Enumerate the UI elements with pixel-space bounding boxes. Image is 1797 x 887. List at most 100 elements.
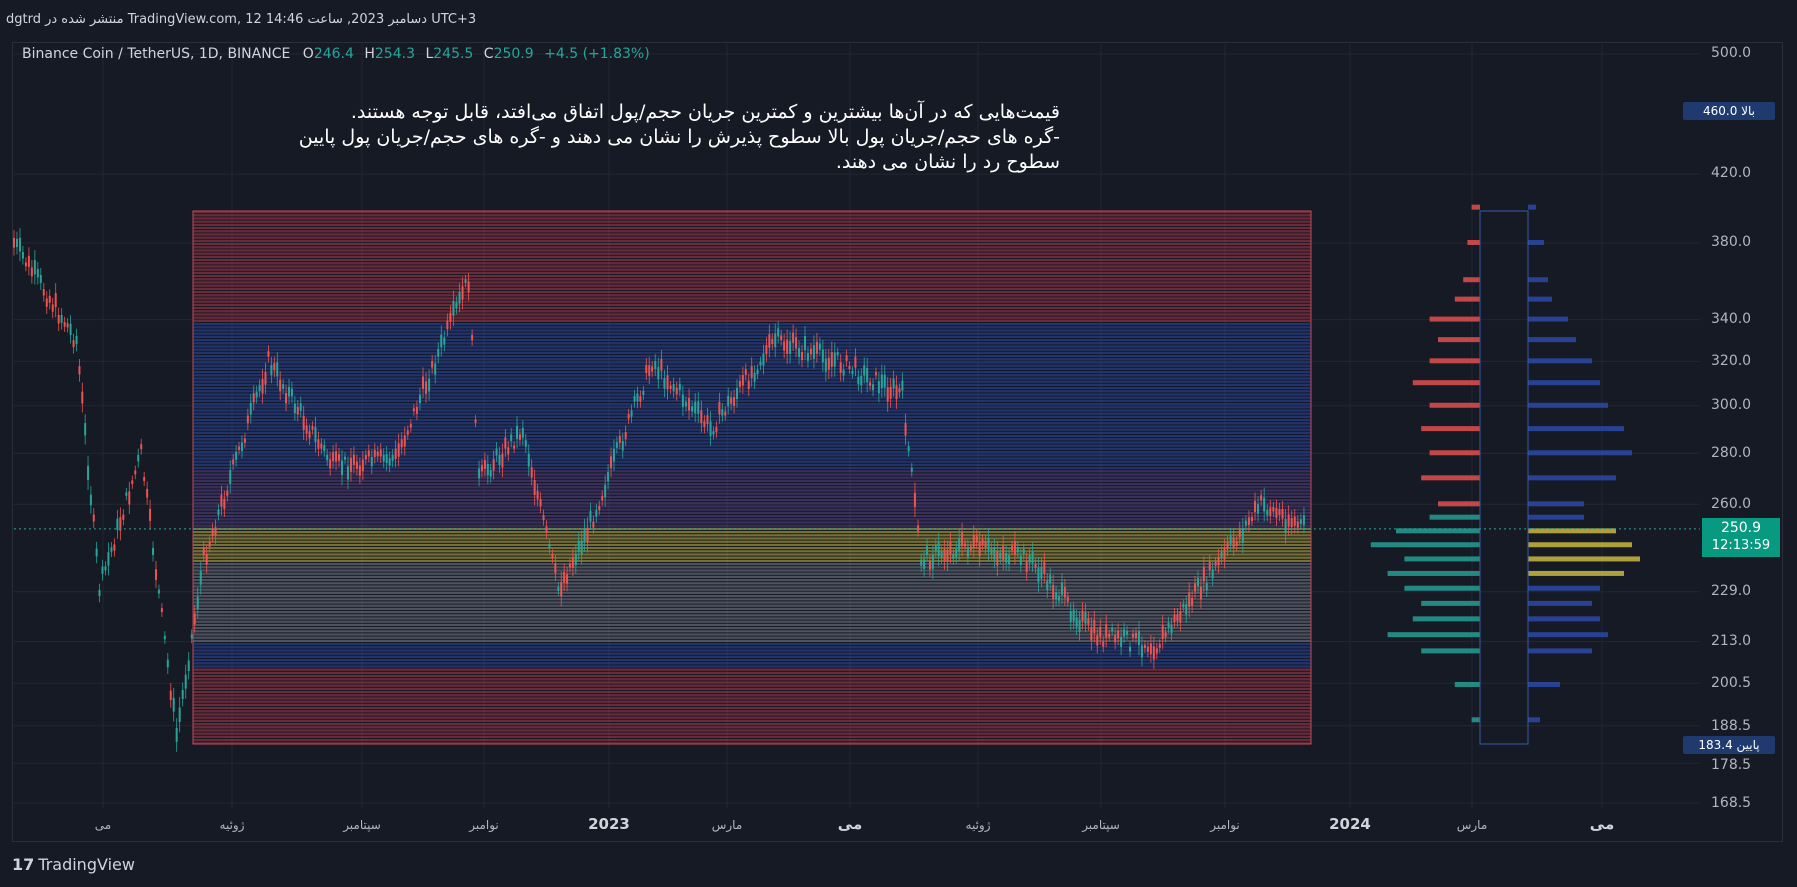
candle-body: [548, 543, 551, 549]
candle-body: [1043, 561, 1046, 575]
candle-body: [750, 366, 753, 378]
y-tick: 320.0: [1711, 353, 1752, 369]
chart-frame[interactable]: [12, 42, 1783, 842]
range-band: [193, 566, 1311, 569]
candle-body: [352, 454, 355, 465]
candle-body: [889, 386, 892, 399]
candle-body: [1158, 644, 1161, 648]
volume-bar-left: [1471, 204, 1480, 210]
candle-body: [317, 439, 320, 449]
symbol-name[interactable]: Binance Coin / TetherUS, 1D, BINANCE: [22, 46, 291, 62]
candle-body: [1111, 627, 1114, 632]
candle-body: [877, 381, 880, 394]
candle-body: [1211, 569, 1214, 579]
volume-bar-left: [1421, 426, 1480, 432]
range-band: [193, 447, 1311, 450]
candle-body: [583, 528, 586, 542]
candle-body: [296, 406, 299, 415]
range-band: [193, 508, 1311, 511]
candle-body: [990, 548, 993, 555]
candle-body: [403, 435, 406, 447]
range-band: [193, 579, 1311, 582]
candle-body: [264, 372, 267, 385]
candle-body: [1235, 541, 1238, 547]
candle-body: [1238, 528, 1241, 538]
range-band: [193, 444, 1311, 447]
candle-body: [830, 352, 833, 367]
candle-body: [1123, 629, 1126, 637]
candle-body: [1114, 635, 1117, 643]
range-band: [193, 630, 1311, 633]
candle-body: [1005, 553, 1008, 563]
candle-body: [1296, 521, 1299, 528]
range-band: [193, 675, 1311, 678]
candle-body: [57, 314, 60, 324]
candle-body: [681, 394, 684, 407]
candle-body: [329, 459, 332, 469]
candle-body: [458, 291, 461, 304]
candle-body: [654, 361, 657, 370]
range-band: [193, 223, 1311, 226]
candle-body: [1191, 597, 1194, 606]
candle-body: [172, 697, 175, 712]
range-band: [193, 457, 1311, 460]
range-band: [193, 454, 1311, 457]
candle-body: [1081, 610, 1084, 622]
range-band: [193, 521, 1311, 524]
volume-bar-left: [1454, 296, 1480, 302]
candle-body: [202, 547, 205, 556]
candle-body: [1217, 556, 1220, 566]
y-tick: 300.0: [1711, 397, 1752, 413]
candle-body: [483, 459, 486, 469]
candle-body: [119, 517, 122, 531]
candle-body: [524, 440, 527, 447]
x-tick: ژوئیه: [219, 818, 245, 832]
candle-body: [836, 352, 839, 356]
candle-body: [418, 394, 421, 403]
range-band: [193, 467, 1311, 470]
volume-bar-left: [1387, 632, 1480, 638]
candle-body: [75, 335, 78, 345]
candle-body: [498, 455, 501, 466]
range-band: [193, 470, 1311, 473]
candle-body: [639, 396, 642, 402]
range-band: [193, 396, 1311, 399]
range-band: [193, 627, 1311, 630]
range-band: [193, 345, 1311, 348]
annotation-text[interactable]: قیمت‌هایی که در آن‌ها بیشترین و کمترین ج…: [299, 100, 1060, 175]
range-band: [193, 476, 1311, 479]
candle-body: [385, 453, 388, 464]
high-label: H: [364, 46, 375, 62]
upper-range-label: بالا 460.0: [1683, 102, 1775, 120]
candle-body: [678, 383, 681, 391]
volume-bar-right: [1528, 239, 1544, 245]
candle-body: [735, 387, 738, 400]
candle-body: [747, 380, 750, 389]
range-band: [193, 646, 1311, 649]
range-band: [193, 409, 1311, 412]
candle-body: [338, 454, 341, 461]
candle-body: [966, 546, 969, 557]
candle-body: [1205, 582, 1208, 591]
candle-body: [657, 366, 660, 380]
candle-body: [409, 423, 412, 428]
range-box-border: [192, 210, 1312, 745]
y-tick: 500.0: [1711, 45, 1752, 61]
candle-body: [580, 540, 583, 555]
candle-body: [478, 468, 481, 479]
candle-body: [361, 459, 364, 472]
candle-body: [563, 571, 566, 583]
range-band: [193, 479, 1311, 482]
range-band: [193, 707, 1311, 710]
candle-body: [557, 586, 560, 591]
candle-body: [335, 451, 338, 462]
candle-body: [928, 560, 931, 570]
y-tick: 213.0: [1711, 633, 1752, 649]
candle-body: [866, 367, 869, 383]
candle-body: [568, 563, 571, 568]
candle-body: [883, 374, 886, 388]
y-tick: 260.0: [1711, 496, 1752, 512]
candle-body: [709, 421, 712, 436]
tradingview-logo[interactable]: 17 TradingView: [12, 855, 135, 874]
